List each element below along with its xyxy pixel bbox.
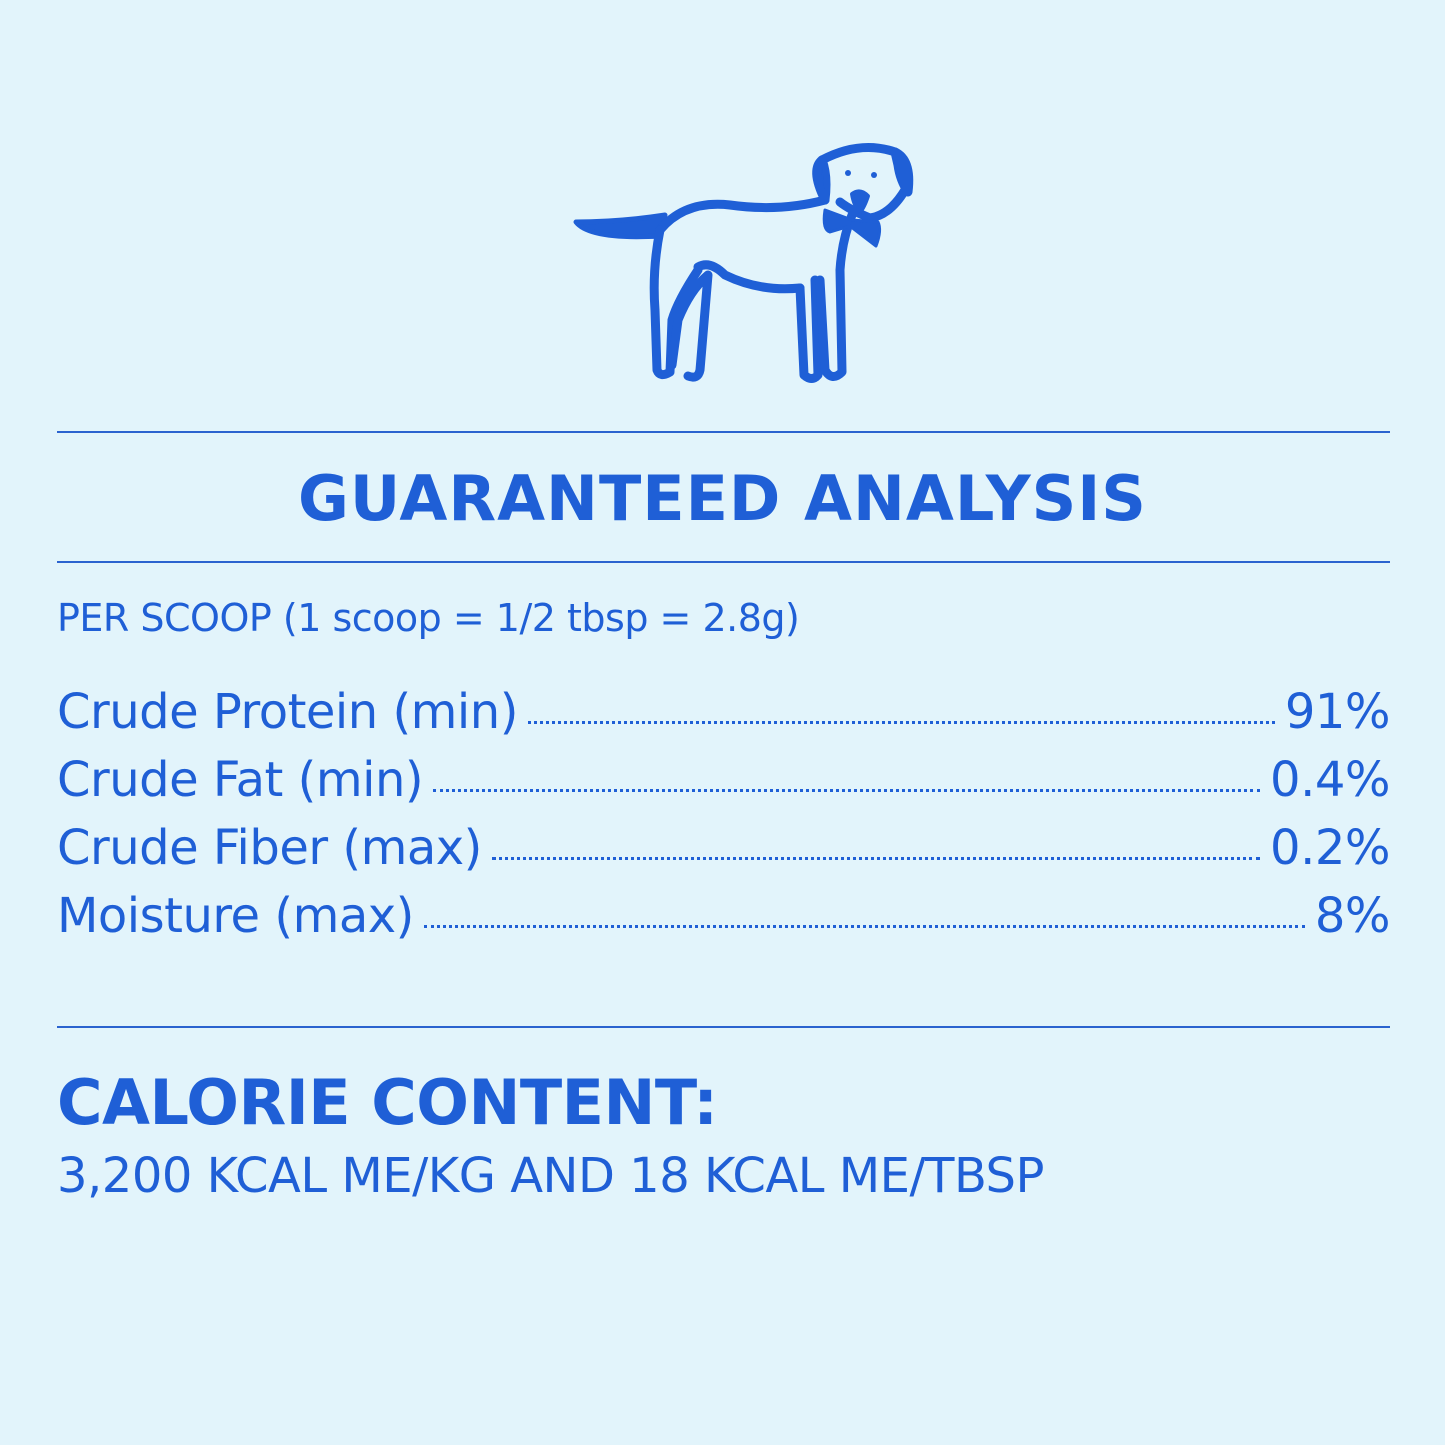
analysis-row: Moisture (max) 8% xyxy=(57,888,1391,956)
serving-size: PER SCOOP (1 scoop = 1/2 tbsp = 2.8g) xyxy=(57,596,800,640)
row-label: Moisture (max) xyxy=(57,888,414,944)
divider-top xyxy=(57,431,1390,433)
row-label: Crude Fiber (max) xyxy=(57,820,482,876)
row-value: 0.2% xyxy=(1270,820,1390,876)
dot-leader xyxy=(433,789,1261,792)
row-value: 0.4% xyxy=(1270,752,1390,808)
row-value: 8% xyxy=(1314,888,1391,944)
analysis-table: Crude Protein (min) 91% Crude Fat (min) … xyxy=(57,684,1391,956)
analysis-title: GUARANTEED ANALYSIS xyxy=(298,462,1147,535)
calorie-title: CALORIE CONTENT: xyxy=(57,1066,718,1139)
dot-leader xyxy=(491,857,1261,860)
divider-title xyxy=(57,561,1390,563)
dot-leader xyxy=(423,925,1305,928)
analysis-row: Crude Fiber (max) 0.2% xyxy=(57,820,1390,888)
divider-bottom xyxy=(57,1026,1390,1028)
analysis-row: Crude Protein (min) 91% xyxy=(57,684,1391,752)
row-value: 91% xyxy=(1284,684,1391,740)
dog-with-bowtie-icon xyxy=(573,143,914,383)
analysis-row: Crude Fat (min) 0.4% xyxy=(57,752,1390,820)
row-label: Crude Fat (min) xyxy=(57,752,424,808)
row-label: Crude Protein (min) xyxy=(57,684,518,740)
dot-leader xyxy=(527,721,1275,724)
calorie-text: 3,200 KCAL ME/KG AND 18 KCAL ME/TBSP xyxy=(57,1148,1044,1204)
